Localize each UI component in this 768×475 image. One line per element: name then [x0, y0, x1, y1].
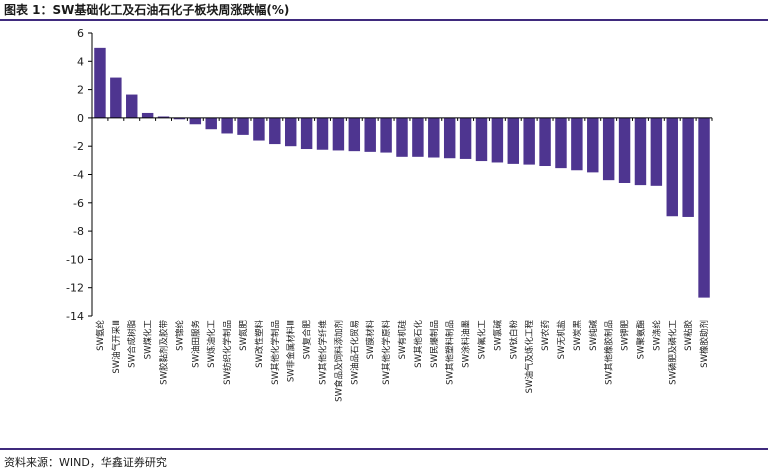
y-tick-label: -10 [66, 253, 84, 266]
bar [205, 117, 217, 130]
category-label: SW氟化工 [476, 320, 487, 360]
bar [634, 117, 647, 186]
bar [126, 94, 138, 118]
y-tick-label: -12 [66, 282, 84, 295]
category-label: SW钛白粉 [508, 320, 519, 360]
bar [269, 117, 281, 145]
category-label: SW油田服务 [190, 320, 201, 368]
category-label: SW炭黑 [573, 320, 583, 351]
bar [650, 117, 663, 186]
category-label: SW油气及炼化工程 [524, 320, 535, 394]
y-tick-label: 0 [77, 112, 84, 125]
category-label: SW涤纶 [651, 320, 662, 351]
bar [94, 47, 106, 118]
bar [475, 117, 488, 162]
bar [602, 117, 615, 181]
bar [110, 77, 122, 118]
bar [443, 117, 456, 159]
bar [428, 117, 440, 158]
category-label: SW其他化学纤维 [318, 320, 329, 385]
category-label: SW纯碱 [588, 320, 599, 351]
category-label: SW煤化工 [143, 320, 154, 360]
category-label: SW油气开采Ⅲ [111, 320, 122, 374]
bar [412, 117, 424, 157]
bar [571, 117, 583, 171]
category-label: SW锦纶 [174, 320, 185, 351]
category-label: SW复合肥 [302, 320, 313, 360]
y-tick-label: -4 [73, 169, 84, 182]
y-tick-label: 4 [77, 55, 84, 68]
category-label: SW其他化学制品 [270, 320, 281, 385]
bar [253, 117, 265, 141]
bar-chart: 6 4 2 0 -2 -4 -6 -8 -10 -12 -14 SW氨纶 SW油气开采Ⅲ SW合成树脂 SW… [66, 27, 713, 402]
bar [523, 117, 535, 165]
bar [348, 117, 361, 152]
bar [507, 117, 520, 164]
y-tick-label: -14 [66, 310, 84, 323]
bar [491, 117, 504, 163]
bar [141, 112, 154, 118]
category-label: SW聚氨酯 [635, 320, 646, 360]
bar [221, 117, 233, 134]
bar [189, 117, 202, 125]
bar [698, 117, 710, 298]
y-tick-label: 2 [77, 84, 84, 97]
category-label: SW有机硅 [397, 320, 408, 360]
y-tick-label: 6 [77, 27, 84, 40]
bar [316, 117, 329, 150]
y-tick-label: -2 [73, 140, 84, 153]
category-label: SW其他石化 [413, 320, 424, 368]
category-label: SW粘胶 [683, 320, 694, 351]
category-label: SW其他化学原料 [381, 320, 392, 385]
bar [555, 117, 567, 169]
category-label: SW纺织化学制品 [222, 320, 233, 385]
bar [380, 117, 392, 153]
bar [332, 117, 345, 151]
bar [618, 117, 631, 183]
source-note: 资料来源：WIND，华鑫证券研究 [4, 456, 167, 469]
bar [459, 117, 472, 159]
category-label: SW氨纶 [95, 320, 106, 351]
title-bar: 图表 1：SW基础化工及石油石化子板块周涨跌幅(%) [0, 0, 768, 21]
bar [666, 117, 678, 217]
source-bar: 资料来源：WIND，华鑫证券研究 [0, 448, 768, 475]
bar [539, 117, 551, 167]
bar [682, 117, 694, 217]
category-label: SW氯碱 [492, 320, 503, 351]
bar [237, 117, 249, 135]
bar [157, 116, 170, 118]
y-tick-label: -6 [73, 197, 84, 210]
chart-title: 图表 1：SW基础化工及石油石化子板块周涨跌幅(%) [4, 3, 290, 17]
bar [173, 117, 186, 120]
category-label: SW胶黏剂及胶带 [159, 320, 170, 385]
bar [364, 117, 376, 152]
category-label: SW改性塑料 [254, 320, 265, 368]
category-label: SW钾肥 [620, 320, 631, 351]
category-label: SW非金属材料Ⅲ [286, 320, 297, 382]
category-label: SW其他塑料制品 [445, 320, 456, 385]
bar [396, 117, 408, 157]
category-label: SW橡胶助剂 [699, 320, 710, 368]
category-label: SW其他橡胶制品 [604, 320, 615, 385]
category-label: SW民爆制品 [429, 320, 440, 368]
category-label: SW磷肥及磷化工 [667, 320, 678, 385]
bar [300, 117, 313, 150]
bar [284, 117, 297, 147]
category-label: SW膜材料 [365, 320, 376, 360]
category-label: SW氮肥 [238, 320, 249, 351]
y-tick-label: -8 [73, 225, 84, 238]
category-label: SW合成树脂 [127, 320, 138, 368]
category-label: SW涂料油墨 [461, 320, 472, 368]
category-label: SW油品石化贸易 [349, 320, 360, 385]
bar [587, 117, 599, 173]
category-label: SW炼油化工 [206, 320, 217, 368]
category-label: SW食品及饲料添加剂 [333, 320, 344, 402]
category-label: SW无机盐 [556, 320, 567, 360]
category-label: SW农药 [540, 320, 551, 351]
